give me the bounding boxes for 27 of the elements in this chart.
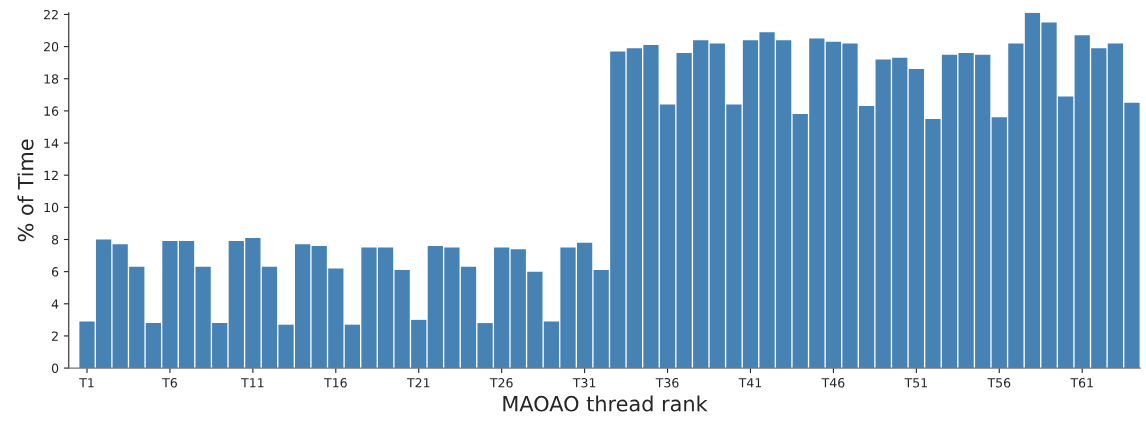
y-tick-label: 22 — [44, 9, 58, 20]
x-tick-label: T26 — [489, 378, 513, 388]
x-tick-label: T51 — [904, 378, 927, 388]
y-tick-label: 10 — [44, 202, 59, 213]
y-axis-title: % of Time — [17, 139, 34, 242]
y-tick-label: 18 — [44, 74, 59, 84]
x-tick-label: T1 — [79, 378, 94, 388]
y-tick-label: 2 — [52, 331, 58, 341]
x-tick-label: T11 — [241, 378, 264, 388]
x-tick-label: T56 — [987, 378, 1011, 388]
y-tick-label: 8 — [51, 234, 59, 245]
x-tick-label: T41 — [738, 378, 762, 388]
y-tick-label: 6 — [51, 267, 59, 277]
y-tick-label: 14 — [44, 138, 59, 148]
y-tick-label: 20 — [44, 42, 59, 52]
y-tick-label: 12 — [44, 170, 58, 180]
y-tick-label: 4 — [51, 299, 59, 309]
y-tick-label: 16 — [44, 106, 59, 116]
x-tick-label: T31 — [572, 378, 596, 388]
x-tick-label: T61 — [1070, 378, 1093, 388]
y-tick-label: 0 — [51, 363, 59, 374]
x-tick-label: T36 — [655, 378, 679, 388]
x-axis-title: MAOAO thread rank — [503, 395, 708, 412]
x-tick-label: T6 — [162, 378, 177, 388]
x-tick-label: T46 — [821, 378, 845, 388]
x-tick-label: T21 — [406, 378, 430, 388]
x-tick-label: T16 — [324, 378, 347, 388]
